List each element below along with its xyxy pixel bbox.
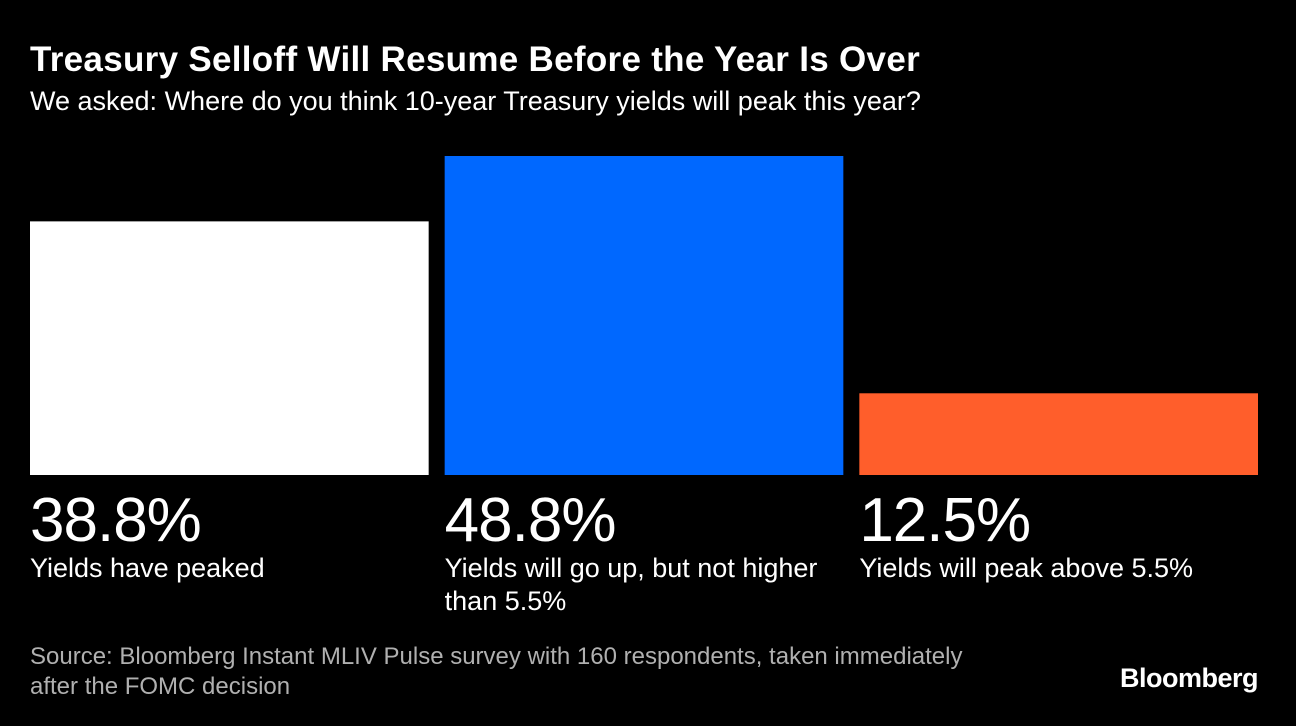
chart-subtitle: We asked: Where do you think 10-year Tre…: [30, 86, 921, 116]
chart-title: Treasury Selloff Will Resume Before the …: [30, 40, 921, 79]
bloomberg-logo: Bloomberg: [1119, 663, 1259, 693]
category-label: Yields have peaked: [30, 553, 265, 583]
value-label: 48.8%: [444, 486, 617, 555]
bar-annotation-yields-peak-above: 12.5% Yields will peak above 5.5%: [859, 488, 1238, 585]
bar-annotation-yields-go-up: 48.8% Yields will go up, but not higher …: [445, 488, 824, 618]
bar-annotation-yields-peaked: 38.8% Yields have peaked: [30, 488, 409, 585]
bar-2: [859, 393, 1258, 475]
value-label: 38.8%: [30, 486, 202, 555]
source-note: Source: Bloomberg Instant MLIV Pulse sur…: [30, 643, 963, 700]
bar-1: [444, 156, 844, 475]
category-label: Yields will go up, but not higher than 5…: [444, 553, 818, 616]
bar-0: [30, 221, 429, 475]
value-label: 12.5%: [859, 486, 1031, 555]
category-label: Yields will peak above 5.5%: [859, 553, 1194, 583]
